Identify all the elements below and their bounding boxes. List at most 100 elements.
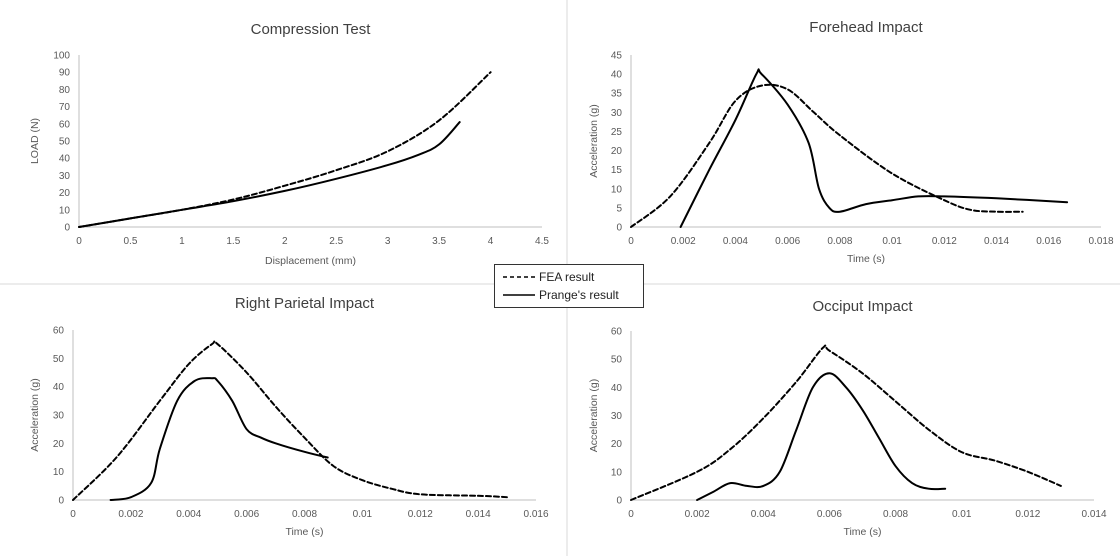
y-tick-label: 60	[611, 327, 623, 338]
chart-title: Compression Test	[251, 21, 372, 38]
x-tick-label: 4	[488, 236, 494, 247]
y-tick-label: 25	[611, 127, 623, 138]
y-tick-label: 10	[59, 205, 71, 216]
y-tick-label: 20	[53, 439, 65, 450]
y-tick-label: 35	[611, 89, 623, 100]
x-tick-label: 0.008	[883, 509, 908, 520]
x-tick-label: 0.014	[1081, 509, 1106, 520]
y-tick-label: 70	[59, 102, 71, 113]
x-tick-label: 0.002	[671, 236, 696, 247]
x-tick-label: 0.012	[932, 236, 957, 247]
x-tick-label: 0.004	[751, 509, 776, 520]
y-tick-label: 40	[53, 382, 65, 393]
x-tick-label: 0.014	[984, 236, 1009, 247]
y-tick-label: 20	[59, 188, 71, 199]
series-line-fea-result	[72, 340, 509, 501]
x-tick-label: 0.01	[882, 236, 902, 247]
y-tick-label: 50	[611, 355, 623, 366]
y-tick-label: 50	[59, 137, 71, 148]
x-tick-label: 0.002	[118, 509, 143, 520]
chart-legend: FEA result Prange's result	[494, 264, 644, 308]
x-tick-label: 3.5	[432, 236, 446, 247]
x-tick-label: 0.004	[176, 509, 201, 520]
legend-item-prange: Prange's result	[503, 287, 619, 303]
y-tick-label: 90	[59, 68, 71, 79]
x-axis-label: Time (s)	[285, 526, 323, 538]
y-tick-label: 30	[611, 411, 623, 422]
right-parietal-impact-chart: 0 0.002 0.004 0.006 0.008 0.01 0.012 0.014 0.016…	[29, 295, 549, 538]
x-tick-label: 2	[282, 236, 288, 247]
y-axis-label: Acceleration (g)	[29, 378, 41, 452]
series-line-prange-s-result	[78, 121, 461, 228]
x-tick-label: 3	[385, 236, 391, 247]
x-tick-label: 0.006	[817, 509, 842, 520]
y-tick-label: 20	[611, 146, 623, 157]
x-axis-label: Time (s)	[847, 253, 885, 265]
x-tick-label: 0.01	[353, 509, 373, 520]
x-tick-label: 0.002	[685, 509, 710, 520]
y-tick-label: 100	[53, 51, 70, 62]
y-tick-label: 20	[611, 439, 623, 450]
y-axis-label: LOAD (N)	[29, 118, 41, 164]
legend-item-fea: FEA result	[503, 269, 594, 285]
y-tick-label: 30	[53, 411, 65, 422]
y-tick-label: 60	[53, 326, 65, 337]
x-tick-label: 0.5	[123, 236, 137, 247]
y-tick-label: 10	[611, 184, 623, 195]
y-tick-label: 30	[59, 171, 71, 182]
x-tick-label: 0.018	[1088, 236, 1113, 247]
legend-label-fea: FEA result	[539, 270, 595, 284]
dashed-line-swatch-icon	[503, 276, 535, 278]
x-tick-label: 0.006	[775, 236, 800, 247]
x-tick-label: 4.5	[535, 236, 549, 247]
x-tick-label: 0.008	[292, 509, 317, 520]
forehead-impact-chart: 0 0.002 0.004 0.006 0.008 0.01 0.012 0.014 0.016…	[588, 19, 1114, 265]
x-tick-label: 0	[76, 236, 82, 247]
y-tick-label: 10	[53, 467, 65, 478]
chart-title: Forehead Impact	[809, 19, 923, 36]
y-tick-label: 60	[59, 119, 71, 130]
y-tick-label: 0	[616, 496, 622, 507]
y-tick-label: 40	[611, 70, 623, 81]
x-tick-label: 0.014	[466, 509, 491, 520]
y-tick-label: 0	[64, 223, 70, 234]
chart-title: Occiput Impact	[812, 298, 913, 315]
y-tick-label: 15	[611, 165, 623, 176]
y-axis-label: Acceleration (g)	[588, 379, 600, 453]
x-tick-label: 0.016	[523, 509, 548, 520]
solid-line-swatch-icon	[503, 294, 535, 296]
x-tick-label: 1.5	[226, 236, 240, 247]
y-tick-label: 10	[611, 467, 623, 478]
y-tick-label: 0	[58, 496, 64, 507]
chart-title: Right Parietal Impact	[235, 295, 375, 312]
x-axis-label: Displacement (mm)	[265, 255, 356, 267]
x-tick-label: 0.012	[408, 509, 433, 520]
y-axis-label: Acceleration (g)	[588, 104, 600, 178]
series-line-prange-s-result	[679, 68, 1069, 228]
y-tick-label: 80	[59, 85, 71, 96]
y-tick-label: 5	[616, 203, 622, 214]
x-tick-label: 0	[628, 236, 634, 247]
series-line-prange-s-result	[696, 372, 947, 501]
x-tick-label: 1	[179, 236, 185, 247]
y-tick-label: 45	[611, 51, 623, 62]
series-line-fea-result	[630, 344, 1062, 501]
x-tick-label: 0.01	[952, 509, 972, 520]
compression-test-chart: 0 0.5 1 1.5 2 2.5 3 3.5 4 4.5 0 10 20 30 40 50 60 70 80 90 1…	[29, 21, 549, 267]
series-line-prange-s-result	[109, 377, 329, 501]
x-tick-label: 0.012	[1015, 509, 1040, 520]
y-tick-label: 50	[53, 354, 65, 365]
x-tick-label: 0.008	[827, 236, 852, 247]
y-tick-label: 40	[59, 154, 71, 165]
y-tick-label: 0	[616, 223, 622, 234]
x-tick-label: 0	[70, 509, 76, 520]
x-tick-label: 0.004	[723, 236, 748, 247]
x-axis-label: Time (s)	[843, 526, 881, 538]
y-tick-label: 30	[611, 108, 623, 119]
occiput-impact-chart: 0 0.002 0.004 0.006 0.008 0.01 0.012 0.014 0 10 20…	[588, 298, 1107, 538]
y-tick-label: 40	[611, 383, 623, 394]
x-tick-label: 0	[628, 509, 634, 520]
x-tick-label: 0.006	[234, 509, 259, 520]
series-line-fea-result	[630, 83, 1024, 228]
